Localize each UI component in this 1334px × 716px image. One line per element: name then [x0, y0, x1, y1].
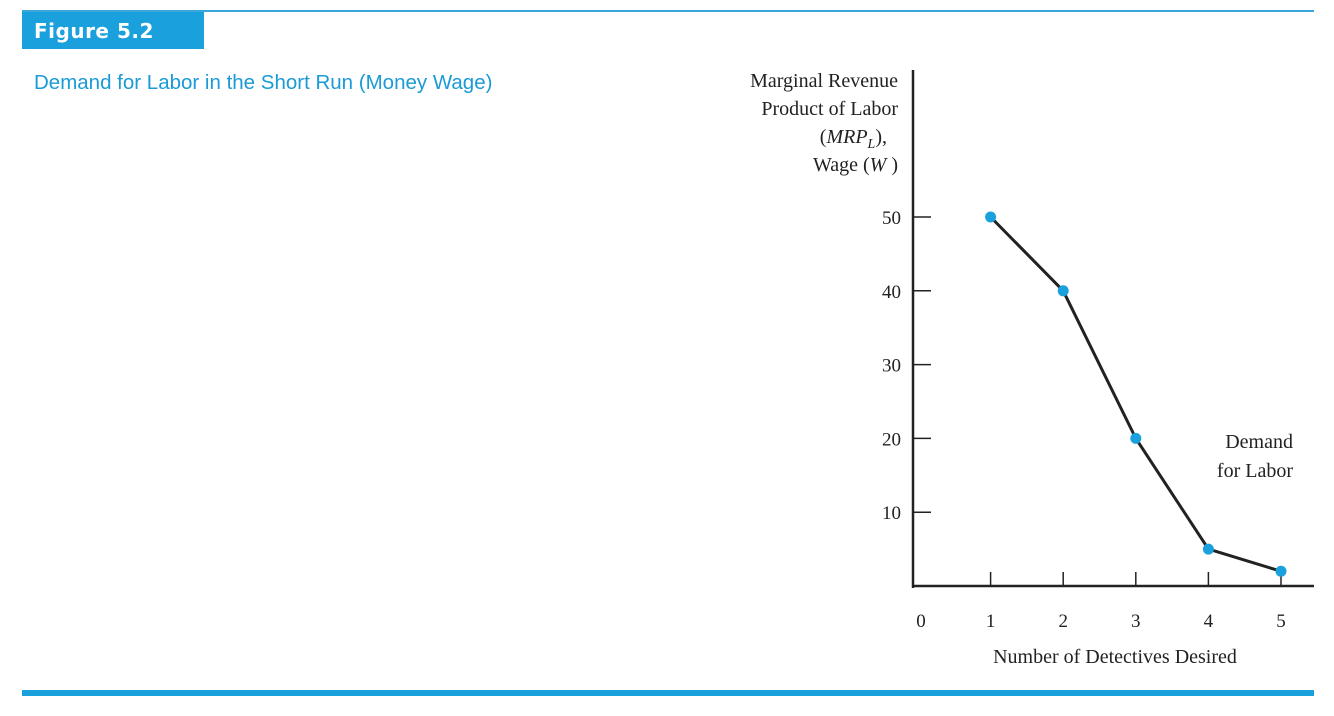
- y-tick-label: 20: [882, 429, 901, 450]
- y-axis-label-line: Wage (W ): [813, 154, 898, 176]
- y-tick-label: 10: [882, 503, 901, 524]
- y-tick-label: 50: [882, 208, 901, 229]
- y-ticks: 50 40 30 20 10: [882, 208, 931, 524]
- x-ticks: 0 1 2 3 4 5: [916, 572, 1286, 632]
- y-axis-label-line: Marginal Revenue: [750, 70, 898, 92]
- y-axis-label-line: (MRPL),: [820, 126, 887, 152]
- x-tick-label: 2: [1058, 611, 1068, 632]
- x-tick-label: 1: [986, 611, 996, 632]
- bottom-rule: [22, 690, 1314, 696]
- y-axis-label-line: Product of Labor: [761, 98, 898, 120]
- x-tick-label: 0: [916, 611, 926, 632]
- data-point: [1275, 565, 1287, 577]
- data-point: [1202, 543, 1214, 555]
- y-axis-label: Marginal Revenue Product of Labor (MRPL)…: [750, 70, 898, 176]
- x-tick-label: 3: [1131, 611, 1141, 632]
- y-tick-label: 40: [882, 282, 901, 303]
- data-point: [985, 211, 997, 223]
- data-point: [1057, 285, 1069, 297]
- series-annotation-line: for Labor: [1217, 460, 1293, 482]
- figure-title: Demand for Labor in the Short Run (Money…: [34, 71, 493, 94]
- x-tick-label: 4: [1204, 611, 1214, 632]
- y-tick-label: 30: [882, 356, 901, 377]
- figure-tab: [22, 12, 204, 49]
- figure-label: Figure 5.2: [34, 19, 154, 43]
- top-rule: [22, 10, 1314, 12]
- series-group: [985, 211, 1287, 577]
- x-axis-label: Number of Detectives Desired: [993, 646, 1237, 668]
- series-annotation-line: Demand: [1225, 431, 1293, 453]
- x-tick-label: 5: [1276, 611, 1286, 632]
- series-line-demand-for-labor: [989, 215, 1282, 573]
- data-point: [1130, 432, 1142, 444]
